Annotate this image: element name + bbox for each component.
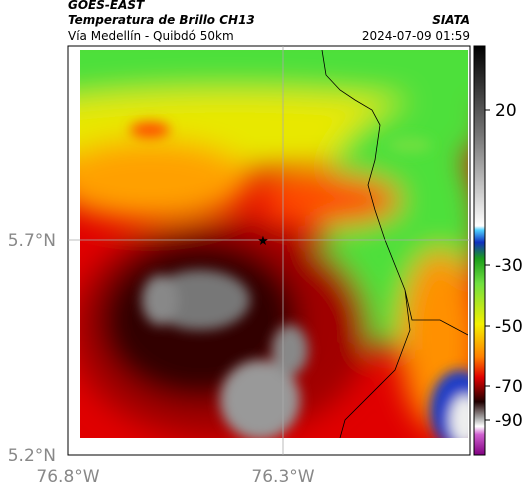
timestamp: 2024-07-09 01:59 [362, 29, 470, 43]
colorbar-tick-label: -30 [495, 256, 523, 276]
lat-label: 5.7°N [8, 231, 56, 251]
lon-label: 76.3°W [251, 467, 314, 487]
colorbar-tick-label: 20 [495, 101, 517, 121]
colorbar [473, 45, 486, 456]
source: GOES-EAST [68, 0, 145, 12]
lat-label: 5.2°N [8, 446, 56, 466]
colorbar-tick-label: -70 [495, 377, 523, 397]
colorbar-ticks: 20 -30 -50 -70 -90 [485, 101, 523, 431]
subtitle: Vía Medellín - Quibdó 50km [68, 29, 234, 43]
lon-label: 76.8°W [36, 467, 99, 487]
brand: SIATA [432, 13, 470, 27]
svg-text:★: ★ [257, 234, 269, 249]
colorbar-tick-label: -90 [495, 411, 523, 431]
title: Temperatura de Brillo CH13 [68, 13, 255, 27]
satellite-image [80, 50, 468, 438]
colorbar-tick-label: -50 [495, 317, 523, 337]
latitude-labels: 5.7°N 5.2°N [8, 231, 56, 466]
longitude-labels: 76.8°W 76.3°W [36, 467, 314, 487]
